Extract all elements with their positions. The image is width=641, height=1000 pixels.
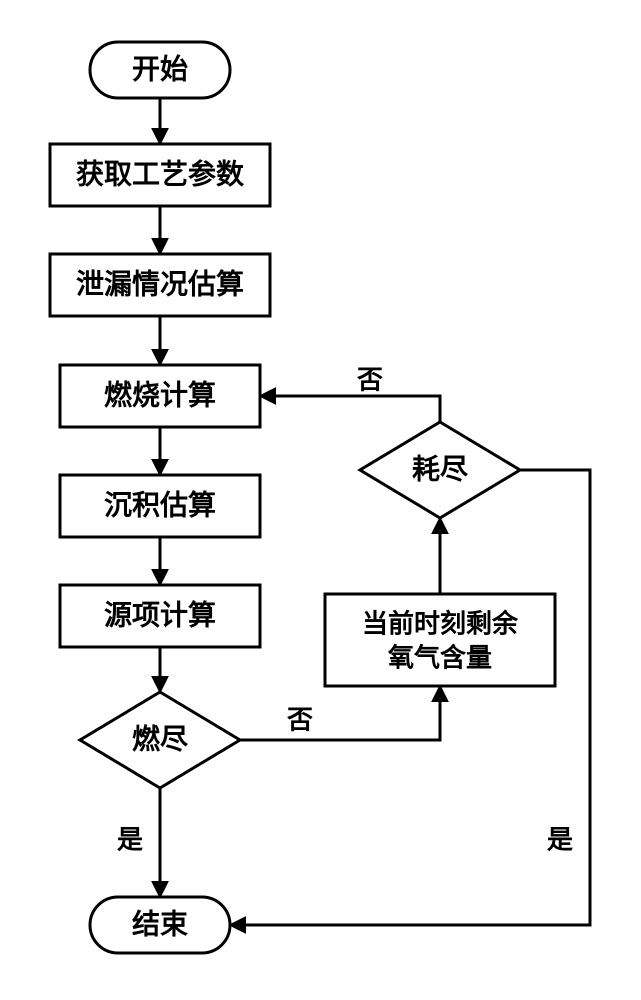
edge-burnout-oxygen (240, 686, 440, 740)
flowchart-svg: 是否否是开始获取工艺参数泄漏情况估算燃烧计算沉积估算源项计算燃尽结束当前时刻剩余… (0, 0, 641, 1000)
node-label-exhaust: 耗尽 (412, 454, 469, 486)
edge-label-burnout-end: 是 (117, 826, 143, 855)
node-label-end: 结束 (132, 909, 188, 941)
node-label-params: 获取工艺参数 (76, 158, 245, 191)
edge-label-exhaust-end: 是 (547, 826, 573, 855)
edge-exhaust-end (230, 470, 590, 925)
node-label-oxygen-1: 当前时刻剩余 (362, 609, 519, 639)
edge-exhaust-combcalc (260, 396, 440, 422)
node-burnout: 燃尽 (80, 692, 240, 788)
node-label-deposit: 沉积估算 (104, 489, 216, 522)
edge-label-exhaust-combcalc: 否 (357, 366, 383, 395)
node-label-source: 源项计算 (104, 599, 216, 632)
node-deposit: 沉积估算 (60, 475, 260, 537)
nodes-group: 开始获取工艺参数泄漏情况估算燃烧计算沉积估算源项计算燃尽结束 当前时刻剩余氧气含量… (50, 42, 555, 953)
node-label-start: 开始 (132, 54, 188, 86)
node-leak: 泄漏情况估算 (50, 254, 270, 316)
edge-label-burnout-oxygen: 否 (287, 706, 313, 735)
node-start: 开始 (90, 42, 230, 98)
node-oxygen: 当前时刻剩余氧气含量 (325, 594, 555, 686)
node-label-oxygen-2: 氧气含量 (387, 643, 492, 673)
node-label-combcalc: 燃烧计算 (104, 379, 216, 412)
node-label-burnout: 燃尽 (132, 724, 189, 756)
node-exhaust: 耗尽 (360, 422, 520, 518)
node-params: 获取工艺参数 (50, 144, 270, 206)
node-combcalc: 燃烧计算 (60, 365, 260, 427)
node-end: 结束 (90, 897, 230, 953)
node-source: 源项计算 (60, 585, 260, 647)
node-label-leak: 泄漏情况估算 (76, 268, 244, 301)
